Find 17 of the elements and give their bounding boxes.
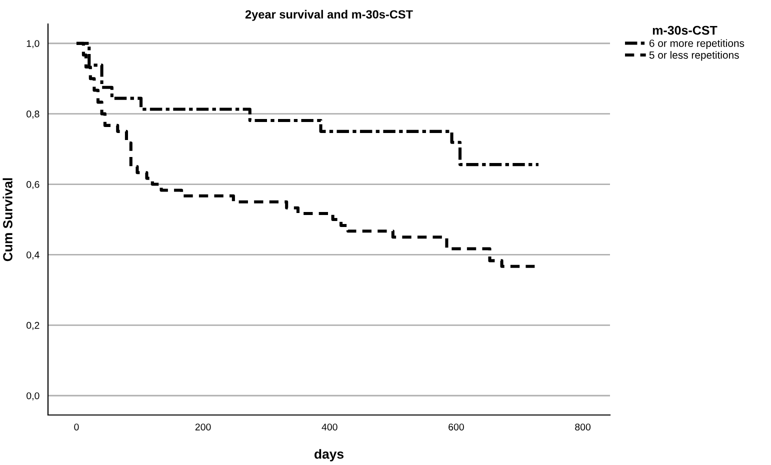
x-tick-label: 800 — [575, 424, 591, 430]
legend-label: 6 or more repetitions — [649, 39, 744, 49]
legend-label: 5 or less repetitions — [649, 51, 739, 61]
y-tick-label: 0,0 — [26, 392, 40, 400]
legend-title: m-30s-CST — [652, 26, 718, 35]
x-tick-label: 200 — [195, 424, 211, 430]
y-tick-label: 1,0 — [26, 40, 40, 48]
y-tick-label: 0,2 — [26, 322, 40, 330]
x-tick-label: 0 — [74, 424, 79, 430]
y-tick-label: 0,6 — [26, 181, 40, 190]
y-tick-label: 0,8 — [26, 110, 40, 119]
chart-title: 2year survival and m-30s-CST — [245, 10, 413, 21]
x-axis-title: days — [314, 449, 344, 462]
y-tick-label: 0,4 — [26, 251, 40, 260]
y-axis-title: Cum Survival — [2, 178, 12, 262]
x-tick-label: 600 — [448, 424, 464, 430]
x-tick-label: 400 — [322, 424, 338, 430]
